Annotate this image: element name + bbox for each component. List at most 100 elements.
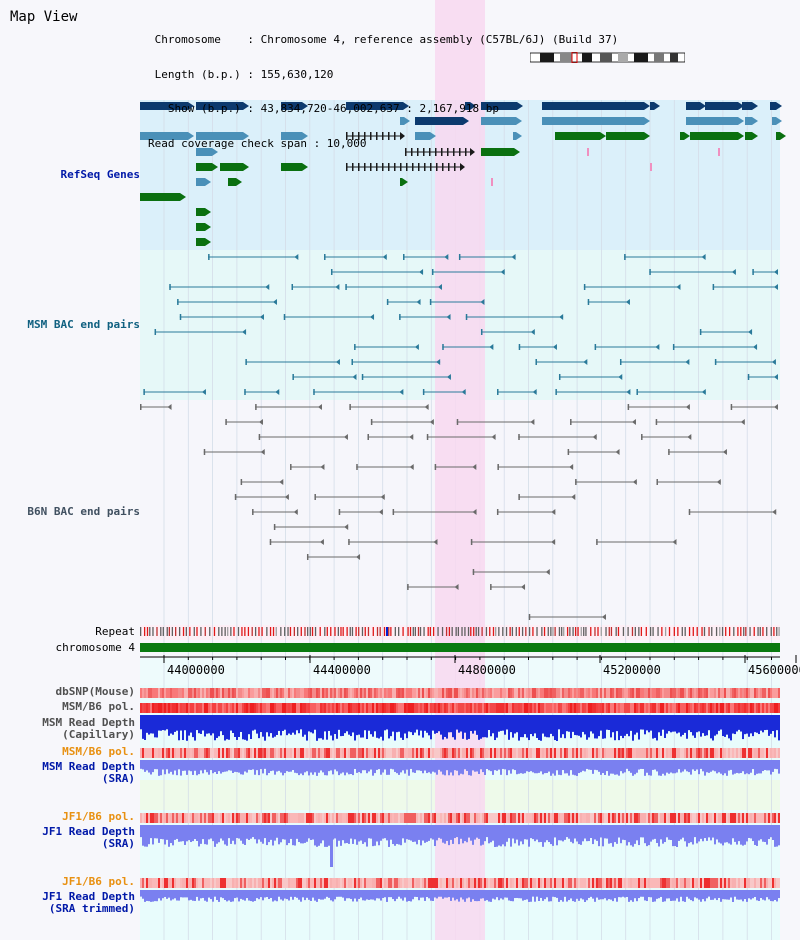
read-depth-bar [290, 715, 292, 735]
heat-cell [558, 748, 560, 758]
track-label-msm-b6-pol-1[interactable]: MSM/B6 pol. [62, 700, 135, 713]
read-depth-bar [200, 825, 202, 844]
read-depth-bar [778, 760, 780, 774]
heat-cell [474, 813, 476, 823]
bac-end [753, 344, 758, 350]
track-label-jf1-read-depth-sra[interactable]: JF1 Read Depth (SRA) [0, 826, 135, 850]
repeat-mark [448, 627, 451, 636]
read-depth-bar [688, 760, 690, 773]
chromosome-ideogram[interactable] [530, 52, 685, 63]
heat-cell [336, 878, 338, 888]
heat-cell [718, 878, 720, 888]
heat-cell [600, 878, 602, 888]
read-depth-bar [518, 890, 520, 899]
gene-arrow [302, 132, 308, 140]
read-depth-bar [536, 825, 538, 840]
heat-cell [148, 748, 150, 758]
heat-cell [696, 748, 698, 758]
heat-cell [392, 703, 394, 713]
heat-cell [574, 703, 576, 713]
heat-cell [464, 878, 466, 888]
track-label-refseq[interactable]: RefSeq Genes [60, 168, 140, 181]
repeat-mark [149, 627, 151, 636]
heat-cell [754, 878, 756, 888]
read-depth-bar [430, 715, 432, 740]
heat-cell [384, 748, 386, 758]
heat-cell [276, 813, 278, 823]
track-label-b6n-bac[interactable]: B6N BAC end pairs [27, 505, 140, 518]
heat-cell [318, 878, 320, 888]
heat-cell [190, 703, 192, 713]
repeat-mark [475, 627, 477, 636]
read-depth-bar [562, 890, 564, 902]
heat-cell [420, 688, 422, 698]
heat-cell [580, 688, 582, 698]
heat-cell [378, 688, 380, 698]
gene-block [281, 132, 302, 140]
read-depth-bar [228, 760, 230, 771]
read-depth-bar [700, 760, 702, 769]
read-depth-bar [434, 715, 436, 734]
gene-block [140, 193, 180, 201]
bac-end [685, 404, 690, 410]
read-depth-bar [170, 760, 172, 772]
heat-cell [454, 878, 456, 888]
read-depth-bar [602, 760, 604, 774]
bac-end [201, 389, 206, 395]
track-label-jf1-read-depth-trimmed[interactable]: JF1 Read Depth (SRA trimmed) [0, 891, 135, 915]
heat-cell [704, 878, 706, 888]
heat-cell [226, 748, 228, 758]
heat-cell [258, 878, 260, 888]
heat-cell [552, 813, 554, 823]
read-depth-bar [556, 890, 558, 898]
track-label-msm-read-depth-capillary[interactable]: MSM Read Depth (Capillary) [0, 717, 135, 741]
heat-cell [692, 748, 694, 758]
heat-cell [170, 878, 172, 888]
read-depth-bar [594, 715, 596, 739]
gene-arrow [738, 102, 744, 110]
repeat-mark [146, 627, 149, 636]
track-label-repeat[interactable]: Repeat [95, 625, 135, 638]
heat-cell [478, 748, 480, 758]
read-depth-bar [238, 760, 240, 773]
heat-cell [732, 813, 734, 823]
heat-cell [420, 748, 422, 758]
heat-cell [760, 688, 762, 698]
read-depth-bar [658, 825, 660, 847]
heat-cell [226, 813, 228, 823]
heat-cell [684, 688, 686, 698]
read-depth-bar [562, 825, 564, 842]
track-label-msm-bac[interactable]: MSM BAC end pairs [27, 318, 140, 331]
track-label-jf1-b6-pol-1[interactable]: JF1/B6 pol. [62, 810, 135, 823]
read-depth-bar [392, 825, 394, 845]
read-depth-bar [492, 715, 494, 734]
gene-exon [364, 132, 366, 140]
gene-block [346, 102, 403, 110]
read-depth-bar [698, 715, 700, 732]
read-depth-bar [630, 825, 632, 846]
read-depth-bar [214, 825, 216, 847]
heat-cell [594, 878, 596, 888]
heat-cell [372, 748, 374, 758]
read-depth-bar [412, 825, 414, 842]
heat-cell [206, 748, 208, 758]
heat-cell [456, 748, 458, 758]
track-label-msm-b6-pol-2[interactable]: MSM/B6 pol. [62, 745, 135, 758]
heat-cell [670, 748, 672, 758]
heat-cell [680, 878, 682, 888]
read-depth-bar [426, 890, 428, 898]
read-depth-bar [348, 760, 350, 775]
heat-cell [200, 703, 202, 713]
track-label-dbsnp[interactable]: dbSNP(Mouse) [55, 685, 135, 698]
track-label-jf1-b6-pol-2[interactable]: JF1/B6 pol. [62, 875, 135, 888]
read-depth-bar [636, 760, 638, 773]
heat-cell [316, 688, 318, 698]
heat-cell [666, 878, 668, 888]
heat-cell [148, 813, 150, 823]
heat-cell [702, 748, 704, 758]
heat-cell [552, 878, 554, 888]
track-label-msm-read-depth-sra[interactable]: MSM Read Depth (SRA) [0, 761, 135, 785]
read-depth-bar [352, 890, 354, 902]
read-depth-bar [756, 825, 758, 846]
